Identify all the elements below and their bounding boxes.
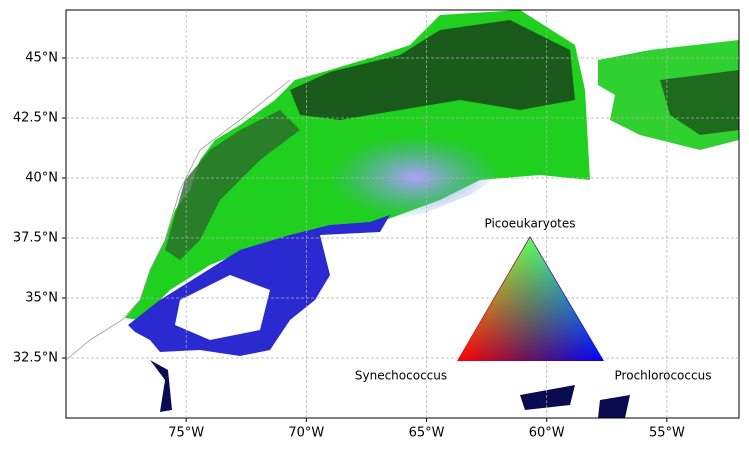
ternary-legend: Picoeukaryotes Synechococcus Prochloroco… <box>355 217 712 383</box>
x-tick-label: 60°W <box>529 426 565 441</box>
y-tick-label: 32.5°N <box>13 351 58 366</box>
y-tick-label: 35°N <box>25 291 58 306</box>
map-imagery <box>66 10 739 418</box>
legend-label: Picoeukaryotes <box>484 217 575 231</box>
y-tick-label: 42.5°N <box>13 111 58 126</box>
east-dark <box>660 70 739 135</box>
cloud-gap <box>175 275 270 340</box>
y-tick-label: 40°N <box>25 171 58 186</box>
swirl <box>330 135 500 220</box>
legend-label: Synechococcus <box>355 369 447 383</box>
ternary-triangle <box>455 234 606 362</box>
legend-label: Prochlorococcus <box>615 369 712 383</box>
dark-green <box>290 20 575 120</box>
coastline <box>66 79 291 361</box>
x-tick-label: 70°W <box>288 426 324 441</box>
x-tick-label: 65°W <box>409 426 445 441</box>
x-tick-label: 55°W <box>649 426 685 441</box>
dark-green-coast <box>165 110 300 260</box>
y-tick-label: 37.5°N <box>13 231 58 246</box>
land <box>66 10 290 360</box>
plot-frame <box>65 9 740 419</box>
y-tick-label: 45°N <box>25 51 58 66</box>
x-tick-label: 75°W <box>168 426 204 441</box>
